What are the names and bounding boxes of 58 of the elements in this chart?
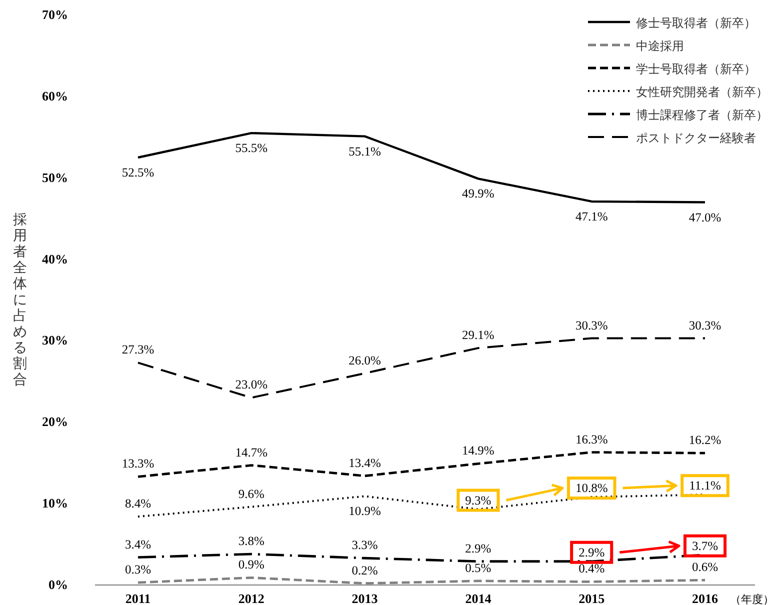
data-label: 27.3% <box>122 342 154 357</box>
y-tick-label: 60% <box>42 88 68 104</box>
data-label: 30.3% <box>688 318 722 332</box>
annotation: 10.8% <box>575 481 608 496</box>
data-label: 10.9% <box>348 504 381 518</box>
y-tick-label: 70% <box>42 7 68 22</box>
data-label: 0.6% <box>692 560 718 574</box>
data-label: 26.0% <box>348 353 381 368</box>
data-label: 13.4% <box>348 456 381 470</box>
y-tick-label: 0% <box>48 577 68 592</box>
y-tick-label: 50% <box>42 170 68 185</box>
data-label: 29.1% <box>462 328 494 342</box>
data-label: 3.8% <box>238 534 264 548</box>
data-label: 0.5% <box>465 560 492 575</box>
data-label: 47.0% <box>688 210 722 224</box>
data-label: 55.1% <box>348 144 381 158</box>
data-label: 2.9% <box>465 541 492 556</box>
data-label: 55.5% <box>235 141 268 156</box>
x-tick-label: 2014 <box>465 591 492 605</box>
data-label: 16.2% <box>688 433 722 448</box>
data-label: 14.7% <box>235 445 268 460</box>
y-tick-label: 30% <box>42 332 68 348</box>
legend-label: 博士課程修了者（新卒） <box>636 108 768 122</box>
data-label: 49.9% <box>462 186 494 201</box>
annotation: 3.7% <box>692 538 718 553</box>
x-tick-label: 2012 <box>238 591 264 605</box>
legend-label: ポストドクター経験者 <box>636 131 756 145</box>
data-label: 23.0% <box>235 378 268 392</box>
legend-label: 学士号取得者（新卒） <box>636 62 756 76</box>
data-label: 0.3% <box>124 562 152 577</box>
y-tick-label: 20% <box>42 414 68 430</box>
data-label: 3.3% <box>352 538 378 552</box>
x-tick-label: 2016 <box>692 591 718 605</box>
data-label: 9.6% <box>238 486 264 501</box>
y-tick-label: 10% <box>42 496 68 511</box>
annotation: 9.3% <box>465 493 492 508</box>
legend-label: 中途採用 <box>636 39 684 53</box>
x-axis-title: （年度） <box>730 593 774 605</box>
data-label: 3.4% <box>124 537 152 552</box>
annotation: 2.9% <box>578 545 605 560</box>
annotation: 11.1% <box>689 478 721 493</box>
y-tick-label: 40% <box>42 251 68 266</box>
data-label: 0.4% <box>578 562 605 576</box>
x-tick-label: 2013 <box>352 591 378 605</box>
legend-label: 女性研究開発者（新卒） <box>636 85 768 99</box>
data-label: 8.4% <box>124 496 152 511</box>
legend-label: 修士号取得者（新卒） <box>636 16 756 30</box>
x-tick-label: 2011 <box>125 591 151 605</box>
data-label: 16.3% <box>575 432 608 446</box>
data-label: 52.5% <box>122 166 154 180</box>
data-label: 0.9% <box>238 558 264 572</box>
data-label: 0.2% <box>352 563 378 578</box>
data-label: 13.3% <box>122 456 154 471</box>
text: 採用者全体に占める割合 <box>13 212 27 388</box>
data-label: 30.3% <box>575 318 608 332</box>
data-label: 14.9% <box>462 444 494 458</box>
x-tick-label: 2015 <box>578 591 606 605</box>
data-label: 47.1% <box>575 209 608 224</box>
